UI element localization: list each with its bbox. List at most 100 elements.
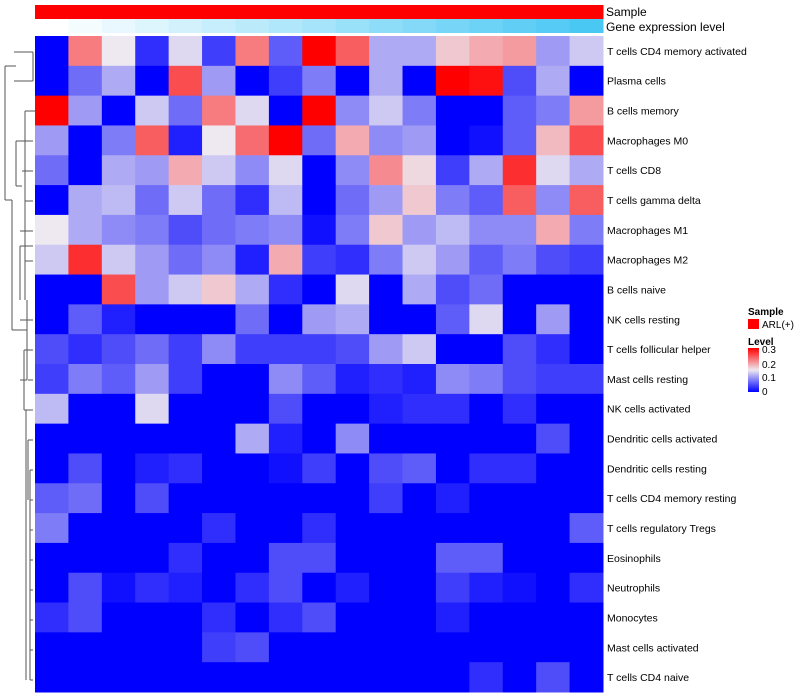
heatmap-cell <box>369 36 404 67</box>
heatmap-cell <box>168 65 203 97</box>
heatmap-cell <box>101 334 136 365</box>
sample-annotation-cell <box>536 5 571 19</box>
gene-annotation-cell <box>435 19 470 33</box>
heatmap-cell <box>402 572 437 604</box>
heatmap-cell <box>536 453 571 484</box>
heatmap-cell <box>536 364 571 395</box>
legend-level-title: Level <box>748 337 774 348</box>
gene-annotation-cell <box>402 19 437 33</box>
heatmap-cell <box>536 36 571 67</box>
heatmap-cell <box>402 125 437 156</box>
heatmap-cell <box>502 632 537 663</box>
heatmap-cell <box>268 364 303 395</box>
heatmap-cell <box>402 542 437 574</box>
heatmap-cell <box>202 214 236 246</box>
heatmap-cell <box>502 214 537 246</box>
heatmap-cell <box>302 274 337 305</box>
heatmap-cell <box>369 185 404 216</box>
heatmap-cell <box>35 602 69 633</box>
heatmap-cell <box>68 662 103 693</box>
heatmap-cell <box>235 393 270 425</box>
heatmap-cell <box>168 304 203 335</box>
heatmap-cell <box>569 393 604 425</box>
heatmap-cell <box>569 95 604 126</box>
heatmap-cell <box>35 662 69 693</box>
heatmap-cell <box>302 542 337 574</box>
heatmap-cell <box>402 214 437 246</box>
heatmap-cell <box>502 393 537 425</box>
heatmap-cell <box>202 155 236 186</box>
heatmap-cell <box>101 364 136 395</box>
heatmap-cell <box>235 513 270 544</box>
heatmap-cell <box>435 602 470 633</box>
heatmap-cell <box>235 185 270 216</box>
heatmap-cell <box>402 65 437 97</box>
heatmap-cell <box>135 36 170 67</box>
heatmap-cell <box>68 155 103 186</box>
heatmap-cell <box>435 483 470 514</box>
row-label: B cells memory <box>607 106 680 118</box>
heatmap-cell <box>268 572 303 604</box>
heatmap-cell <box>101 662 136 693</box>
heatmap-cell <box>135 423 170 454</box>
heatmap-cell <box>302 572 337 604</box>
heatmap-cell <box>35 513 69 544</box>
heatmap-cell <box>168 393 203 425</box>
row-label: NK cells resting <box>607 314 680 326</box>
heatmap-cell <box>335 393 370 425</box>
heatmap-cell <box>35 423 69 454</box>
heatmap-cell <box>68 602 103 633</box>
heatmap-cell <box>369 542 404 574</box>
legend-sample-entry: ARL(+) <box>762 320 794 331</box>
heatmap-cell <box>135 304 170 335</box>
heatmap-cell <box>135 155 170 186</box>
heatmap-cell <box>302 393 337 425</box>
heatmap-cell <box>302 214 337 246</box>
heatmap-cell <box>168 632 203 663</box>
heatmap-cell <box>35 36 69 67</box>
sample-annotation-cell <box>168 5 203 19</box>
heatmap-cell <box>268 244 303 276</box>
gene-annotation-cell <box>268 19 303 33</box>
heatmap-cell <box>268 483 303 514</box>
heatmap-cell <box>569 542 604 574</box>
heatmap-cell <box>502 244 537 276</box>
heatmap-cell <box>435 453 470 484</box>
heatmap-cell <box>101 423 136 454</box>
heatmap-cell <box>536 513 571 544</box>
heatmap-cell <box>135 214 170 246</box>
heatmap-cell <box>35 364 69 395</box>
heatmap-cell <box>202 36 236 67</box>
heatmap-cell <box>369 155 404 186</box>
heatmap-cell <box>335 513 370 544</box>
legend-tick: 0.1 <box>762 373 776 384</box>
heatmap-cell <box>536 274 571 305</box>
heatmap-cell <box>502 334 537 365</box>
heatmap-cell <box>402 274 437 305</box>
heatmap-cell <box>502 274 537 305</box>
heatmap-cell <box>235 125 270 156</box>
heatmap-cell <box>402 364 437 395</box>
heatmap-cell <box>68 244 103 276</box>
heatmap-cell <box>536 65 571 97</box>
heatmap-cell <box>268 185 303 216</box>
heatmap-cell <box>68 632 103 663</box>
heatmap-cell <box>569 65 604 97</box>
heatmap-cell <box>435 95 470 126</box>
heatmap-cell <box>502 125 537 156</box>
heatmap-cell <box>268 65 303 97</box>
heatmap-cell <box>502 602 537 633</box>
heatmap-cell <box>435 185 470 216</box>
heatmap-cell <box>569 364 604 395</box>
heatmap-cell <box>235 36 270 67</box>
heatmap-cell <box>268 393 303 425</box>
heatmap-cell <box>135 244 170 276</box>
heatmap-cell <box>168 542 203 574</box>
heatmap-cell <box>402 423 437 454</box>
heatmap-cell <box>135 453 170 484</box>
heatmap-cell <box>268 304 303 335</box>
heatmap-cell <box>502 304 537 335</box>
heatmap-cell <box>168 572 203 604</box>
heatmap-cell <box>101 185 136 216</box>
heatmap-cell <box>302 602 337 633</box>
